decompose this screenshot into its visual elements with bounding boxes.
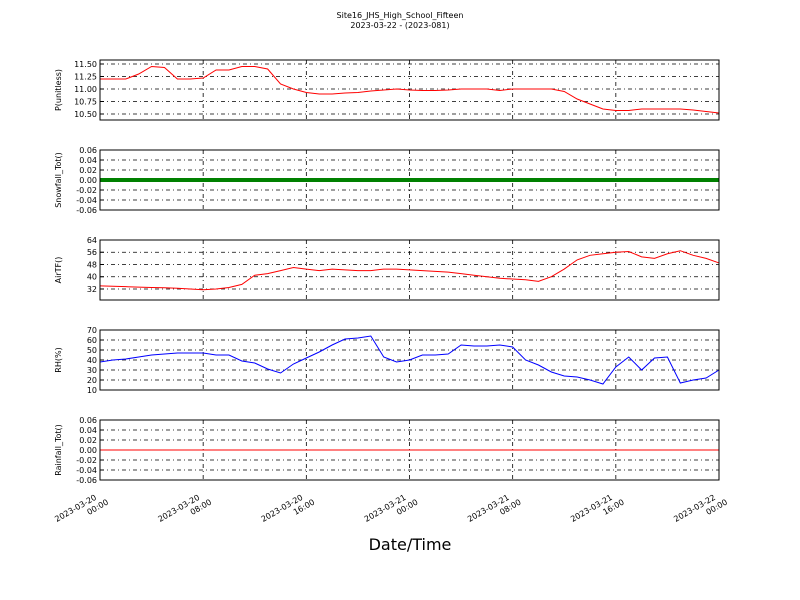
y-tick-label: 0.06	[79, 146, 97, 155]
y-tick-label: -0.02	[76, 456, 97, 465]
y-tick-label: 56	[87, 248, 97, 257]
y-tick-label: 0.04	[79, 426, 97, 435]
y-tick-label: 50	[87, 346, 97, 355]
y-tick-label: 0.00	[79, 176, 97, 185]
chart-subtitle: 2023-03-22 - (2023-081)	[350, 21, 449, 30]
plot-frame	[99, 329, 720, 391]
y-tick-label: 60	[87, 336, 97, 345]
plot-frame	[99, 149, 720, 211]
y-tick-label: 10	[87, 386, 97, 395]
data-line	[100, 65, 720, 114]
chart-title: Site16_JHS_High_School_Fifteen	[337, 11, 464, 20]
y-tick-label: -0.04	[76, 466, 97, 475]
y-tick-label: 64	[87, 236, 97, 245]
y-tick-label: 48	[87, 260, 97, 269]
y-tick-label: 70	[87, 326, 97, 335]
y-tick-label: 0.02	[79, 166, 97, 175]
plot-frame	[99, 239, 720, 301]
y-tick-label: -0.04	[76, 196, 97, 205]
y-axis-label: AirTF()	[54, 257, 63, 284]
y-tick-label: -0.06	[76, 206, 97, 215]
y-tick-label: 40	[87, 273, 97, 282]
y-tick-label: 32	[87, 285, 97, 294]
y-axis-label: Snowfall_Tot()	[54, 152, 63, 208]
y-tick-label: 11.50	[74, 60, 97, 69]
data-line	[99, 250, 720, 291]
y-tick-label: 10.50	[74, 110, 97, 119]
y-tick-label: 11.25	[74, 73, 97, 82]
plot-frame	[99, 59, 720, 121]
y-tick-label: -0.02	[76, 186, 97, 195]
x-axis-label: Date/Time	[369, 535, 452, 554]
y-tick-label: 40	[87, 356, 97, 365]
y-tick-label: 20	[87, 376, 97, 385]
y-axis-label: RH(%)	[54, 347, 63, 372]
plot-frame	[99, 419, 720, 481]
y-tick-label: 10.75	[74, 98, 97, 107]
y-tick-label: 0.00	[79, 446, 97, 455]
y-tick-label: 30	[87, 366, 97, 375]
y-tick-label: 0.02	[79, 436, 97, 445]
data-line	[99, 335, 720, 385]
y-tick-label: -0.06	[76, 476, 97, 485]
y-tick-label: 0.04	[79, 156, 97, 165]
y-tick-label: 11.00	[74, 85, 97, 94]
y-tick-label: 0.06	[79, 416, 97, 425]
y-axis-label: Rainfall_Tot()	[54, 424, 63, 476]
y-axis-label: P(unitless)	[54, 69, 63, 111]
